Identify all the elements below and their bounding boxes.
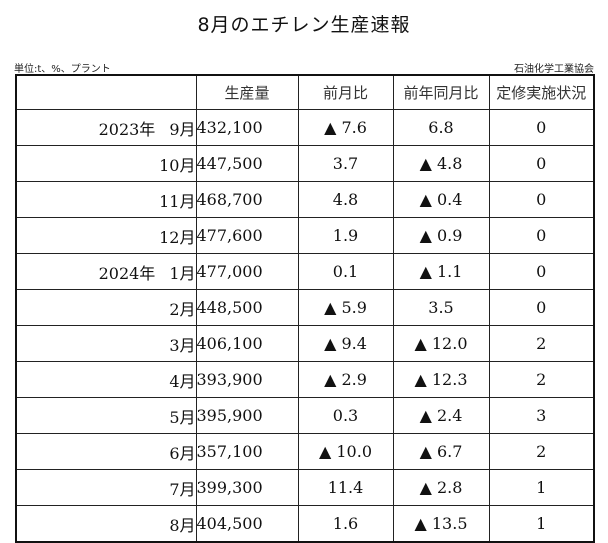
period-cell: 2023年 9月 [15,109,197,146]
period-cell: 2024年 1月 [15,253,197,290]
period-cell: 4月 [15,361,197,398]
production-cell: 447,500 [195,145,299,182]
maintenance-cell: 0 [488,181,595,218]
header-period [15,74,197,110]
header-mom: 前月比 [297,74,394,110]
table-row: 4月 393,900 ▲ 2.9 ▲ 12.3 2 [15,361,595,398]
period-cell: 11月 [15,181,197,218]
yoy-cell: ▲ 1.1 [392,253,490,290]
table-row: 12月 477,600 1.9 ▲ 0.9 0 [15,217,595,254]
month-label: 2月 [169,299,196,319]
production-cell: 477,600 [195,217,299,254]
maintenance-cell: 2 [488,325,595,362]
table-row: 2024年 1月 477,000 0.1 ▲ 1.1 0 [15,253,595,290]
month-label: 10月 [159,155,196,175]
period-cell: 5月 [15,397,197,434]
yoy-cell: ▲ 4.8 [392,145,490,182]
table-header-row: 生産量 前月比 前年同月比 定修実施状況 [15,74,595,110]
maintenance-cell: 0 [488,145,595,182]
period-cell: 10月 [15,145,197,182]
table-row: 3月 406,100 ▲ 9.4 ▲ 12.0 2 [15,325,595,362]
mom-cell: 1.9 [297,217,394,254]
mom-cell: 3.7 [297,145,394,182]
mom-cell: ▲ 10.0 [297,433,394,470]
maintenance-cell: 2 [488,433,595,470]
table-row: 11月 468,700 4.8 ▲ 0.4 0 [15,181,595,218]
year-label: 2024年 [98,263,156,283]
yoy-cell: ▲ 0.4 [392,181,490,218]
production-cell: 357,100 [195,433,299,470]
table-row: 10月 447,500 3.7 ▲ 4.8 0 [15,145,595,182]
yoy-cell: ▲ 13.5 [392,505,490,543]
production-cell: 477,000 [195,253,299,290]
production-cell: 448,500 [195,289,299,326]
mom-cell: 11.4 [297,469,394,506]
yoy-cell: ▲ 12.0 [392,325,490,362]
table-row: 5月 395,900 0.3 ▲ 2.4 3 [15,397,595,434]
maintenance-cell: 0 [488,217,595,254]
yoy-cell: ▲ 0.9 [392,217,490,254]
mom-cell: 1.6 [297,505,394,543]
table-row: 2月 448,500 ▲ 5.9 3.5 0 [15,289,595,326]
production-cell: 406,100 [195,325,299,362]
source-label: 石油化学工業協会 [514,64,594,75]
mom-cell: ▲ 9.4 [297,325,394,362]
maintenance-cell: 0 [488,253,595,290]
header-yoy: 前年同月比 [392,74,490,110]
table-row: 7月 399,300 11.4 ▲ 2.8 1 [15,469,595,506]
period-cell: 3月 [15,325,197,362]
production-cell: 399,300 [195,469,299,506]
month-label: 6月 [169,443,196,463]
month-label: 7月 [169,479,196,499]
yoy-cell: ▲ 2.4 [392,397,490,434]
yoy-cell: ▲ 6.7 [392,433,490,470]
maintenance-cell: 3 [488,397,595,434]
month-label: 3月 [169,335,196,355]
yoy-cell: 3.5 [392,289,490,326]
ethylene-production-table: 生産量 前月比 前年同月比 定修実施状況 2023年 9月 432,100 ▲ 7.6… [15,74,595,543]
month-label: 9月 [169,119,196,139]
month-label: 11月 [159,191,196,211]
month-label: 5月 [169,407,196,427]
production-cell: 468,700 [195,181,299,218]
page-title: 8月のエチレン生産速報 [197,14,411,36]
yoy-cell: ▲ 12.3 [392,361,490,398]
maintenance-cell: 1 [488,469,595,506]
production-cell: 432,100 [195,109,299,146]
maintenance-cell: 2 [488,361,595,398]
production-cell: 404,500 [195,505,299,543]
month-label: 12月 [159,227,196,247]
production-cell: 395,900 [195,397,299,434]
yoy-cell: ▲ 2.8 [392,469,490,506]
table-row: 2023年 9月 432,100 ▲ 7.6 6.8 0 [15,109,595,146]
month-label: 8月 [169,515,196,535]
period-cell: 6月 [15,433,197,470]
table-row: 8月 404,500 1.6 ▲ 13.5 1 [15,505,595,543]
mom-cell: ▲ 2.9 [297,361,394,398]
year-label: 2023年 [98,119,156,139]
maintenance-cell: 0 [488,289,595,326]
month-label: 1月 [169,263,196,283]
period-cell: 8月 [15,505,197,543]
yoy-cell: 6.8 [392,109,490,146]
maintenance-cell: 0 [488,109,595,146]
maintenance-cell: 1 [488,505,595,543]
mom-cell: ▲ 5.9 [297,289,394,326]
period-cell: 7月 [15,469,197,506]
unit-note: 単位:t、%、プラント [14,64,111,75]
header-maintenance: 定修実施状況 [488,74,595,110]
production-cell: 393,900 [195,361,299,398]
mom-cell: 0.1 [297,253,394,290]
mom-cell: 4.8 [297,181,394,218]
period-cell: 2月 [15,289,197,326]
mom-cell: 0.3 [297,397,394,434]
header-production: 生産量 [195,74,299,110]
mom-cell: ▲ 7.6 [297,109,394,146]
table-row: 6月 357,100 ▲ 10.0 ▲ 6.7 2 [15,433,595,470]
month-label: 4月 [169,371,196,391]
period-cell: 12月 [15,217,197,254]
